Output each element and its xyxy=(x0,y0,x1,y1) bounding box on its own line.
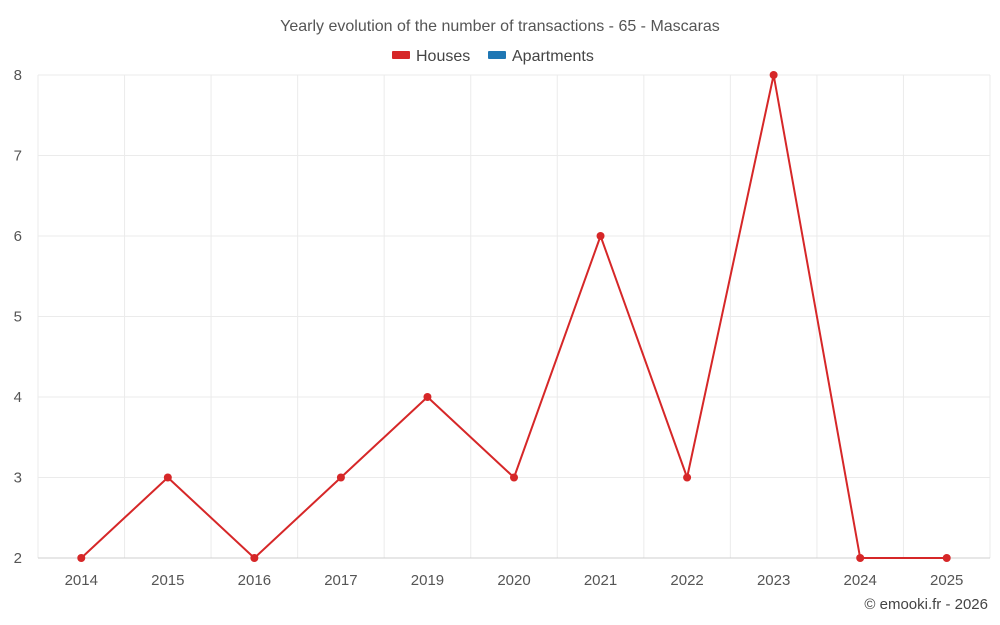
legend: Houses Apartments xyxy=(392,48,594,65)
x-tick-label: 2014 xyxy=(65,572,98,589)
y-tick-labels: 2 3 4 5 6 7 8 xyxy=(14,67,22,567)
data-point xyxy=(769,71,778,79)
series xyxy=(77,71,951,562)
data-point xyxy=(77,554,86,562)
y-tick-label: 5 xyxy=(14,309,22,326)
x-tick-label: 2019 xyxy=(411,572,444,589)
x-tick-label: 2023 xyxy=(757,572,790,589)
legend-label-houses: Houses xyxy=(416,48,470,65)
data-point xyxy=(510,473,518,482)
x-tick-label: 2022 xyxy=(670,572,703,589)
x-tick-label: 2025 xyxy=(930,572,963,589)
data-point xyxy=(942,554,951,562)
x-tick-label: 2024 xyxy=(843,572,876,589)
data-point xyxy=(856,554,865,562)
credit-text: © emooki.fr - 2026 xyxy=(864,596,988,613)
x-tick-label: 2017 xyxy=(324,572,357,589)
data-point xyxy=(683,473,692,482)
data-point xyxy=(163,473,172,482)
x-tick-labels: 2014 2015 2016 2017 2019 2020 2021 2022 2023 2024… xyxy=(65,572,964,589)
chart-title: Yearly evolution of the number of transa… xyxy=(280,18,720,35)
data-point xyxy=(336,473,345,482)
y-tick-label: 3 xyxy=(14,470,22,487)
data-point xyxy=(423,393,432,401)
y-tick-label: 8 xyxy=(14,67,22,84)
y-tick-label: 7 xyxy=(14,148,22,165)
legend-label-apartments: Apartments xyxy=(512,48,594,65)
data-point xyxy=(250,554,259,562)
y-tick-label: 2 xyxy=(14,550,22,567)
y-tick-label: 6 xyxy=(14,228,22,245)
x-tick-label: 2021 xyxy=(584,572,617,589)
x-tick-label: 2020 xyxy=(497,572,530,589)
x-tick-label: 2015 xyxy=(151,572,184,589)
data-point xyxy=(596,232,605,240)
legend-swatch-apartments xyxy=(488,51,506,59)
x-tick-label: 2016 xyxy=(238,572,271,589)
y-tick-label: 4 xyxy=(14,389,22,406)
grid xyxy=(37,74,991,558)
legend-swatch-houses xyxy=(392,51,410,59)
